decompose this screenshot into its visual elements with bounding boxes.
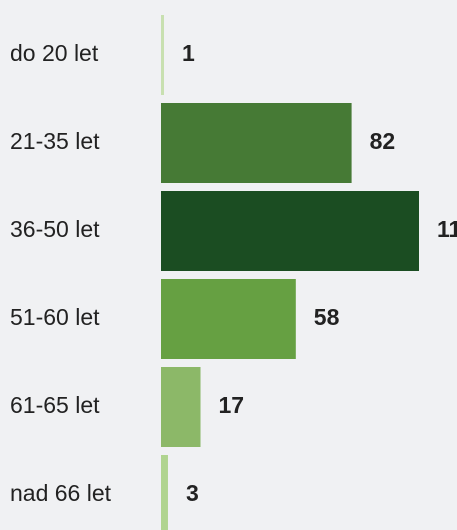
bar — [161, 15, 164, 95]
value-label: 17 — [219, 392, 245, 418]
category-label: 61-65 let — [10, 392, 100, 418]
bar — [161, 455, 168, 530]
value-label: 3 — [186, 480, 199, 506]
value-label: 1 — [182, 40, 195, 66]
bar — [161, 103, 352, 183]
value-label: 82 — [370, 128, 396, 154]
value-label: 111 — [437, 216, 457, 242]
value-label: 58 — [314, 304, 340, 330]
category-label: do 20 let — [10, 40, 99, 66]
category-label: 21-35 let — [10, 128, 100, 154]
category-label: nad 66 let — [10, 480, 112, 506]
bar — [161, 279, 296, 359]
bar — [161, 191, 419, 271]
category-label: 36-50 let — [10, 216, 100, 242]
category-label: 51-60 let — [10, 304, 100, 330]
bar — [161, 367, 201, 447]
